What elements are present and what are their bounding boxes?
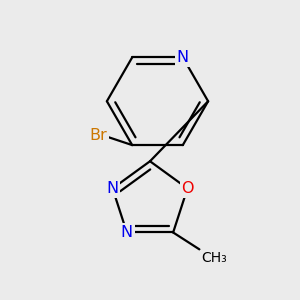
Text: Br: Br — [90, 128, 107, 143]
Text: N: N — [177, 50, 189, 65]
Text: O: O — [181, 181, 194, 196]
Text: N: N — [121, 225, 133, 240]
Text: N: N — [106, 181, 119, 196]
Text: CH₃: CH₃ — [201, 251, 227, 265]
